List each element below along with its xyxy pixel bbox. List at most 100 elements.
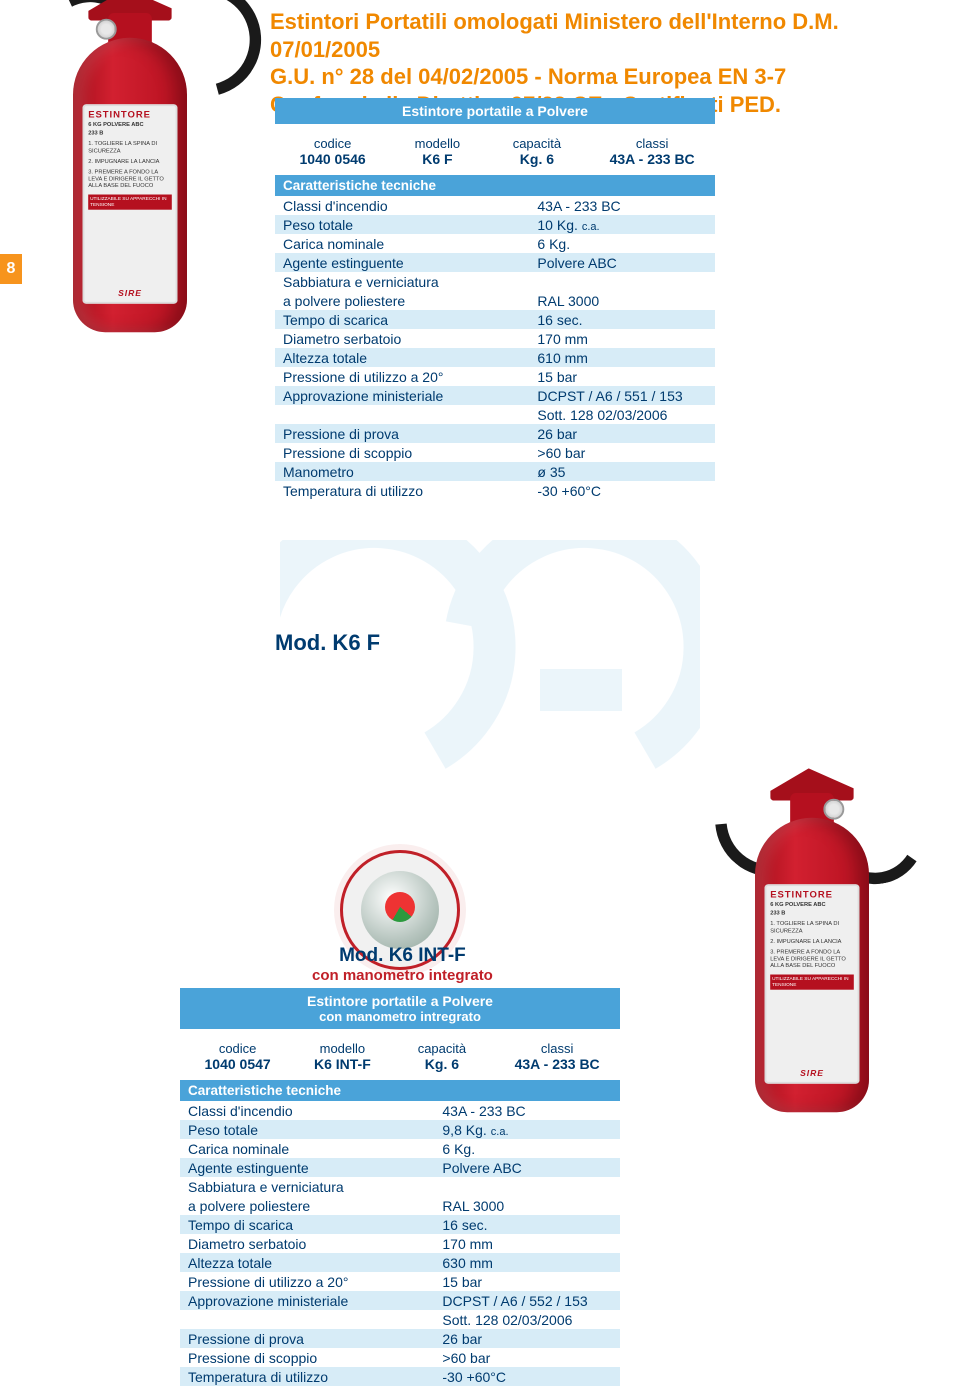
table-row: Sabbiatura e verniciatura <box>180 1177 620 1196</box>
tbl2-val3: Kg. 6 <box>390 1056 495 1072</box>
ext2-brand: SIRE <box>765 1069 860 1079</box>
page-number-tab: 8 <box>0 254 22 284</box>
spec-value: -30 +60°C <box>442 1369 612 1385</box>
table-row: Agente estinguentePolvere ABC <box>180 1158 620 1177</box>
spec-key: Carica nominale <box>283 236 537 252</box>
spec-key: Tempo di scarica <box>188 1217 442 1233</box>
table-row: Approvazione ministerialeDCPST / A6 / 55… <box>180 1291 620 1310</box>
spec-value: 16 sec. <box>537 312 707 328</box>
tbl2-char-title: Caratteristiche tecniche <box>180 1080 620 1101</box>
ext-label-warn: UTILIZZABILE SU APPARECCHI IN TENSIONE <box>88 194 172 209</box>
spec-key: Temperatura di utilizzo <box>188 1369 442 1385</box>
spec-note: c.a. <box>491 1126 509 1138</box>
table-row: Pressione di prova26 bar <box>180 1329 620 1348</box>
spec-key: a polvere poliestere <box>188 1198 442 1214</box>
spec-value: 9,8 Kg.c.a. <box>442 1122 612 1138</box>
model-k6f-label: Mod. K6 F <box>275 630 380 656</box>
spec-key: Pressione di scoppio <box>188 1350 442 1366</box>
table-row: Pressione di utilizzo a 20°15 bar <box>180 1272 620 1291</box>
spec-value: Polvere ABC <box>537 255 707 271</box>
table-row: Approvazione ministerialeDCPST / A6 / 55… <box>275 386 715 405</box>
table-row: Temperatura di utilizzo-30 +60°C <box>275 481 715 500</box>
tbl1-title: Estintore portatile a Polvere <box>275 98 715 124</box>
tbl2-col2: modello <box>295 1041 389 1056</box>
title-line-1: Estintori Portatili omologati Ministero … <box>270 8 910 63</box>
table-row: a polvere poliestereRAL 3000 <box>180 1196 620 1215</box>
table-row: Carica nominale6 Kg. <box>180 1139 620 1158</box>
spec-value: RAL 3000 <box>537 293 707 309</box>
spec-value: 15 bar <box>537 369 707 385</box>
table-row: Classi d'incendio43A - 233 BC <box>180 1101 620 1120</box>
spec-value: ø 35 <box>537 464 707 480</box>
ext2-label-sub2: 233 B <box>770 911 854 918</box>
tbl2-val2: K6 INT-F <box>295 1056 389 1072</box>
table-row: Peso totale10 Kg.c.a. <box>275 215 715 234</box>
spec-value: 26 bar <box>537 426 707 442</box>
table-row: Carica nominale6 Kg. <box>275 234 715 253</box>
spec-key: Peso totale <box>283 217 537 233</box>
ext-label-line-1: 1. TOGLIERE LA SPINA DI SICUREZZA <box>88 142 172 156</box>
extinguisher-k6f-illustration: ESTINTORE 6 KG POLVERE ABC 233 B 1. TOGL… <box>73 38 187 333</box>
extinguisher-k6intf-illustration: ESTINTORE 6 KG POLVERE ABC 233 B 1. TOGL… <box>755 818 869 1113</box>
table-row: Classi d'incendio43A - 233 BC <box>275 196 715 215</box>
spec-key: Agente estinguente <box>188 1160 442 1176</box>
table-row: Diametro serbatoio170 mm <box>180 1234 620 1253</box>
spec-value: >60 bar <box>442 1350 612 1366</box>
spec-key: Altezza totale <box>188 1255 442 1271</box>
spec-value: 170 mm <box>442 1236 612 1252</box>
spec-table-k6f: Estintore portatile a Polvere codice mod… <box>275 98 715 500</box>
tbl1-val4: 43A - 233 BC <box>589 151 715 167</box>
table-row: Tempo di scarica16 sec. <box>275 310 715 329</box>
table-row: Pressione di utilizzo a 20°15 bar <box>275 367 715 386</box>
spec-value: 43A - 233 BC <box>537 198 707 214</box>
spec-key: Agente estinguente <box>283 255 537 271</box>
spec-key: Carica nominale <box>188 1141 442 1157</box>
tbl1-col2: modello <box>390 136 484 151</box>
spec-key: Manometro <box>283 464 537 480</box>
table-row: Manometroø 35 <box>275 462 715 481</box>
spec-value: Polvere ABC <box>442 1160 612 1176</box>
ext2-label-line-2: 2. IMPUGNARE LA LANCIA <box>770 939 854 946</box>
tbl2-col3: capacità <box>390 1041 495 1056</box>
ext2-label-line-3: 3. PREMERE A FONDO LA LEVA E DIRIGERE IL… <box>770 950 854 970</box>
spec-key: Approvazione ministeriale <box>283 388 537 404</box>
spec-note: c.a. <box>582 221 600 233</box>
table-row: Diametro serbatoio170 mm <box>275 329 715 348</box>
spec-value: 15 bar <box>442 1274 612 1290</box>
spec-value: DCPST / A6 / 552 / 153 <box>442 1293 612 1309</box>
spec-key: Pressione di prova <box>283 426 537 442</box>
tbl1-val2: K6 F <box>390 151 484 167</box>
model-k6intf-sub: con manometro integrato <box>312 967 493 984</box>
table-row: Sabbiatura e verniciatura <box>275 272 715 291</box>
spec-key: Sabbiatura e verniciatura <box>283 274 537 290</box>
spec-key: Pressione di utilizzo a 20° <box>283 369 537 385</box>
tbl1-char-title: Caratteristiche tecniche <box>275 175 715 196</box>
ext-label-line-3: 3. PREMERE A FONDO LA LEVA E DIRIGERE IL… <box>88 170 172 190</box>
spec-key: Temperatura di utilizzo <box>283 483 537 499</box>
spec-value: RAL 3000 <box>442 1198 612 1214</box>
spec-key: Sabbiatura e verniciatura <box>188 1179 442 1195</box>
spec-value: 170 mm <box>537 331 707 347</box>
spec-key: Altezza totale <box>283 350 537 366</box>
tbl1-rows: Classi d'incendio43A - 233 BCPeso totale… <box>275 196 715 500</box>
tbl1-col3: capacità <box>485 136 590 151</box>
ext2-label-line-1: 1. TOGLIERE LA SPINA DI SICUREZZA <box>770 922 854 936</box>
table-row: Pressione di scoppio>60 bar <box>275 443 715 462</box>
ext-label-sub2: 233 B <box>88 131 172 138</box>
tbl2-val1: 1040 0547 <box>180 1056 295 1072</box>
spec-value: 26 bar <box>442 1331 612 1347</box>
table-row: a polvere poliestereRAL 3000 <box>275 291 715 310</box>
ext2-label-warn: UTILIZZABILE SU APPARECCHI IN TENSIONE <box>770 974 854 989</box>
spec-key: Pressione di scoppio <box>283 445 537 461</box>
table-row: Temperatura di utilizzo-30 +60°C <box>180 1367 620 1386</box>
ext2-label-sub1: 6 KG POLVERE ABC <box>770 902 854 909</box>
spec-value: 6 Kg. <box>442 1141 612 1157</box>
spec-value: -30 +60°C <box>537 483 707 499</box>
tbl1-val3: Kg. 6 <box>485 151 590 167</box>
model-k6intf-title: Mod. K6 INT-F <box>339 945 466 966</box>
title-line-2: G.U. n° 28 del 04/02/2005 - Norma Europe… <box>270 63 910 91</box>
spec-value: Sott. 128 02/03/2006 <box>442 1312 612 1328</box>
ext-brand: SIRE <box>83 289 178 299</box>
table-row: Pressione di prova26 bar <box>275 424 715 443</box>
spec-key: Diametro serbatoio <box>188 1236 442 1252</box>
